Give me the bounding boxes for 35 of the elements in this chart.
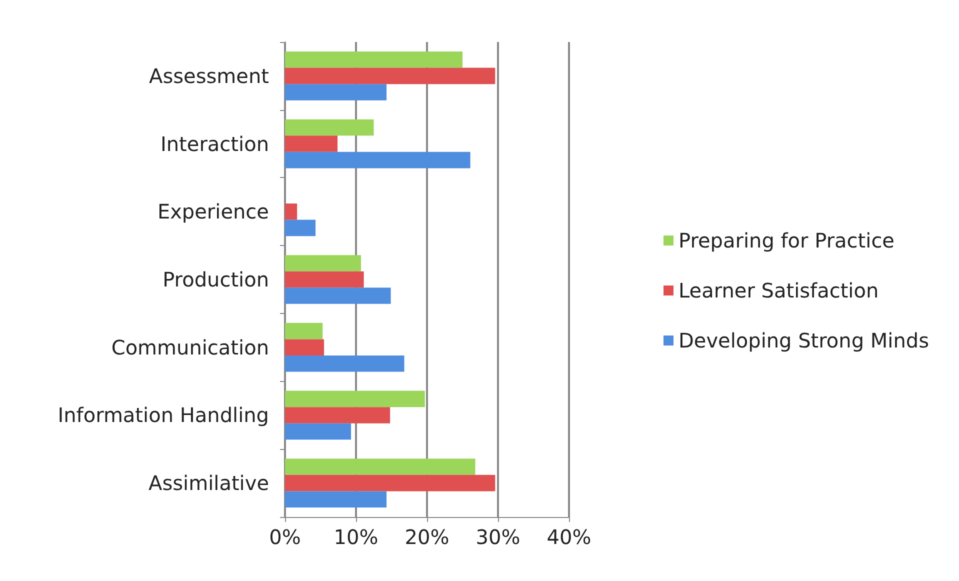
legend-label: Learner Satisfaction	[678, 278, 879, 302]
bar	[285, 474, 496, 492]
bar	[285, 407, 390, 424]
bar	[285, 322, 323, 340]
x-tick-label: 30%	[476, 525, 520, 549]
y-tick-label: Interaction	[160, 132, 269, 156]
bar	[285, 136, 338, 152]
y-tick-label: Experience	[157, 200, 269, 224]
y-tick-label: Assessment	[149, 64, 270, 88]
bar	[285, 84, 387, 100]
y-tick-label: Production	[162, 268, 269, 292]
x-tick-label: 10%	[334, 525, 378, 549]
legend-label: Preparing for Practice	[678, 228, 894, 252]
bar	[285, 491, 387, 508]
bar	[285, 119, 374, 136]
x-tick-label: 20%	[404, 525, 450, 549]
bar	[285, 255, 361, 272]
bar	[285, 204, 298, 220]
bar	[285, 390, 425, 408]
y-tick-label: Information Handling	[58, 403, 269, 428]
bar	[285, 52, 462, 68]
bar	[285, 356, 404, 372]
bar	[285, 339, 324, 356]
bar	[285, 271, 364, 288]
legend-label: Developing Strong Minds	[678, 328, 930, 352]
x-tick-label: 0%	[269, 525, 301, 549]
bar	[285, 68, 496, 84]
bar	[285, 152, 470, 168]
bar	[285, 288, 391, 304]
bar	[285, 220, 316, 236]
y-tick-label: Communication	[111, 335, 269, 360]
bar	[285, 423, 352, 440]
x-tick-label: 40%	[546, 525, 592, 549]
bar	[285, 458, 476, 475]
y-tick-label: Assimilative	[148, 471, 269, 496]
